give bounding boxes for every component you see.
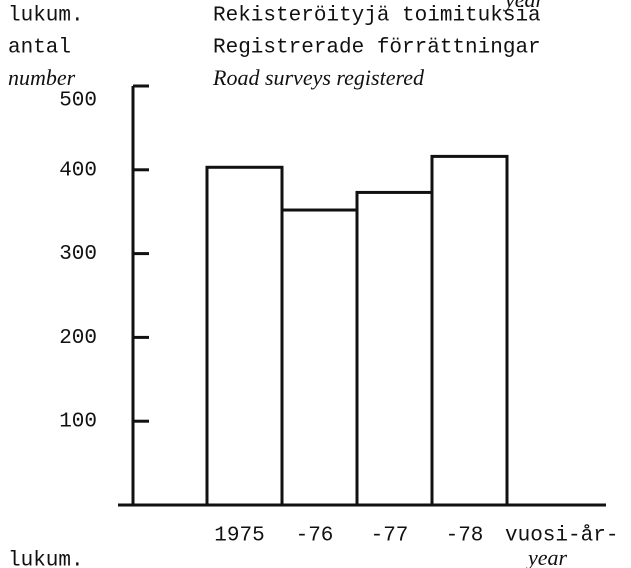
bar bbox=[280, 208, 359, 507]
y-label-line: lukum. bbox=[8, 5, 84, 28]
y-tick-label: 300 bbox=[59, 243, 97, 266]
y-tick-label: 500 bbox=[59, 90, 97, 113]
top-note: year bbox=[503, 0, 545, 12]
x-label-line: year bbox=[526, 545, 568, 568]
x-tick-label: 1975 bbox=[214, 525, 264, 548]
x-tick-label: -77 bbox=[371, 525, 409, 548]
y-label-line: number bbox=[8, 65, 76, 90]
y-tick-label: 400 bbox=[59, 159, 97, 182]
bar bbox=[205, 165, 284, 507]
x-tick-label: -76 bbox=[296, 525, 334, 548]
y-tick-label: 200 bbox=[59, 327, 97, 350]
footer: lukum. bbox=[8, 550, 84, 568]
y-label-line: antal bbox=[8, 37, 71, 60]
bar bbox=[355, 190, 434, 507]
title-line: Road surveys registered bbox=[212, 65, 425, 90]
y-tick-label: 100 bbox=[59, 411, 97, 434]
x-tick-label: -78 bbox=[446, 525, 484, 548]
title-line: Rekisteröityjä toimituksia bbox=[213, 5, 541, 28]
x-label-line: vuosi-år- bbox=[505, 525, 618, 548]
bar bbox=[430, 154, 509, 507]
title-line: Registrerade förrättningar bbox=[213, 37, 541, 60]
